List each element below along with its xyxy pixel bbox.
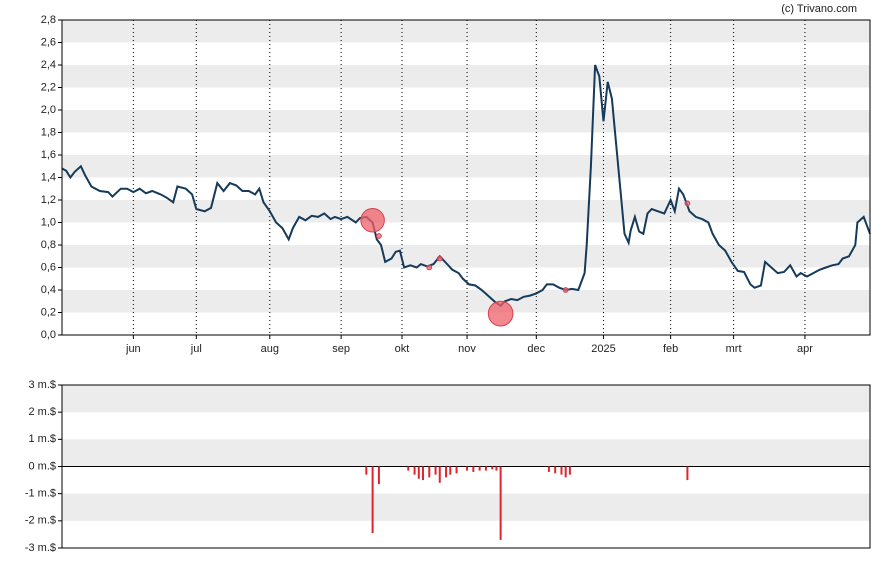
bar (365, 466, 368, 475)
trade-marker (487, 300, 514, 327)
y-tick-label: 0,8 (41, 239, 56, 251)
trade-marker (376, 233, 382, 239)
bar (438, 466, 441, 483)
grid-band (62, 20, 870, 43)
x-tick-label: okt (395, 343, 410, 355)
grid-band (62, 290, 870, 313)
bar (455, 466, 458, 474)
bar (686, 466, 689, 481)
y-tick-label: 2,4 (41, 59, 56, 71)
x-tick-label: jun (125, 343, 141, 355)
y-tick-label: 1 m.$ (28, 433, 56, 445)
y-tick-label: -1 m.$ (25, 488, 56, 500)
plot-frame (61, 384, 871, 549)
bar (371, 466, 374, 534)
grid-band (62, 110, 870, 133)
y-tick-label: 3 m.$ (28, 379, 56, 391)
trade-marker (426, 264, 433, 271)
plot-frame (61, 19, 871, 336)
bar (413, 466, 416, 475)
bar (466, 466, 469, 471)
bar (554, 466, 557, 474)
bar (472, 466, 475, 472)
bar (445, 466, 448, 478)
bar (491, 466, 494, 470)
y-tick-label: 2,6 (41, 36, 56, 48)
price-line (61, 64, 871, 308)
y-tick-label: 0,0 (41, 329, 56, 341)
y-tick-label: -2 m.$ (25, 515, 56, 527)
y-tick-label: 1,0 (41, 216, 56, 228)
y-tick-label: 0,2 (41, 306, 56, 318)
y-tick-label: 0,4 (41, 284, 56, 296)
y-tick-label: 2,0 (41, 104, 56, 116)
y-tick-label: 2,8 (41, 14, 56, 26)
bar (449, 466, 452, 475)
trade-marker (684, 200, 691, 207)
grid-band (62, 200, 870, 223)
x-tick-label: feb (663, 343, 678, 355)
bar (478, 466, 481, 471)
x-tick-label: aug (261, 343, 279, 355)
x-tick-label: sep (332, 343, 350, 355)
trade-marker (436, 255, 443, 262)
bar (434, 466, 437, 475)
y-tick-label: 1,6 (41, 149, 56, 161)
grid-band (62, 385, 870, 413)
trade-marker (360, 208, 385, 233)
y-tick-label: -3 m.$ (25, 542, 56, 554)
x-tick-label: apr (797, 343, 813, 355)
x-tick-label: nov (458, 343, 476, 355)
grid-band (62, 439, 870, 467)
y-tick-label: 2 m.$ (28, 406, 56, 418)
x-tick-label: dec (527, 343, 545, 355)
bar (495, 466, 498, 471)
x-tick-label: mrt (726, 343, 742, 355)
x-tick-label: jul (190, 343, 202, 355)
bar (499, 466, 502, 540)
y-tick-label: 2,2 (41, 81, 56, 93)
x-tick-label: 2025 (591, 343, 615, 355)
bar (407, 466, 410, 471)
grid-band (62, 245, 870, 268)
bar (484, 466, 487, 471)
bar (428, 466, 431, 478)
y-tick-label: 1,2 (41, 194, 56, 206)
bar (547, 466, 550, 472)
y-tick-label: 0,6 (41, 261, 56, 273)
bar (564, 466, 567, 478)
bar (560, 466, 563, 475)
grid-band (62, 155, 870, 178)
y-tick-label: 1,4 (41, 171, 56, 183)
bar (568, 466, 571, 475)
watermark: (c) Trivano.com (781, 3, 857, 15)
y-tick-label: 0 m.$ (28, 460, 56, 472)
bar (421, 466, 424, 481)
trade-marker (562, 287, 569, 293)
grid-band (62, 65, 870, 88)
bar (417, 466, 420, 479)
grid-band (62, 493, 870, 521)
bar (377, 466, 380, 485)
y-tick-label: 1,8 (41, 126, 56, 138)
